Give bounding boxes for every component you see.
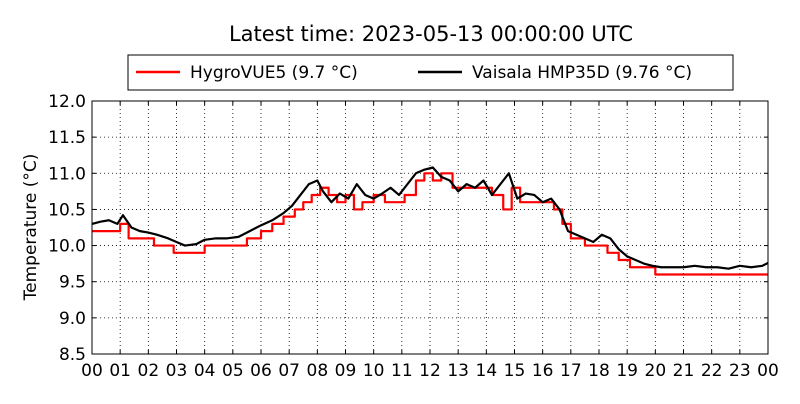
x-tick-label: 08 <box>307 361 329 381</box>
series-line-hygrovue5 <box>92 172 768 276</box>
x-tick-label: 06 <box>250 361 272 381</box>
x-tick-label: 02 <box>138 361 160 381</box>
series-line-vaisala <box>91 166 769 270</box>
x-tick-label: 17 <box>560 361 582 381</box>
x-tick-label: 00 <box>81 361 103 381</box>
x-tick-label: 22 <box>701 361 723 381</box>
y-tick-label: 10.0 <box>48 237 86 257</box>
legend: HygroVUE5 (9.7 °C) Vaisala HMP35D (9.76 … <box>127 54 734 91</box>
x-tick-label: 00 <box>757 361 779 381</box>
y-tick-label: 8.5 <box>59 345 86 365</box>
x-tick-label: 21 <box>673 361 695 381</box>
y-tick-label: 12.0 <box>48 92 86 112</box>
y-tick-label: 11.5 <box>48 128 86 148</box>
x-tick-label: 13 <box>447 361 469 381</box>
x-tick-label: 10 <box>363 361 385 381</box>
series-layer <box>91 166 769 276</box>
x-tick-label: 14 <box>476 361 498 381</box>
x-tick-label: 18 <box>588 361 610 381</box>
y-tick-label: 11.0 <box>48 164 86 184</box>
legend-label-hygrovue5: HygroVUE5 (9.7 °C) <box>190 63 358 83</box>
x-tick-label: 03 <box>166 361 188 381</box>
x-tick-label: 15 <box>504 361 526 381</box>
y-tick-label: 10.5 <box>48 200 86 220</box>
y-axis: 8.5 9.0 9.5 10.0 10.5 11.0 11.5 12.0 <box>48 92 768 365</box>
x-tick-label: 05 <box>222 361 244 381</box>
legend-label-vaisala: Vaisala HMP35D (9.76 °C) <box>472 63 692 83</box>
x-axis: 00 01 02 03 04 05 06 07 08 09 10 11 12 13 14 15 16 17 18 19… <box>81 101 779 381</box>
y-tick-label: 9.0 <box>59 309 86 329</box>
chart-title: Latest time: 2023-05-13 00:00:00 UTC <box>229 22 633 46</box>
x-tick-label: 20 <box>645 361 667 381</box>
x-tick-label: 07 <box>278 361 300 381</box>
y-axis-label: Temperature (°C) <box>21 154 41 302</box>
x-tick-label: 19 <box>616 361 638 381</box>
x-tick-label: 04 <box>194 361 216 381</box>
x-tick-label: 12 <box>419 361 441 381</box>
x-tick-label: 11 <box>391 361 413 381</box>
x-tick-label: 16 <box>532 361 554 381</box>
x-tick-label: 09 <box>335 361 357 381</box>
y-tick-label: 9.5 <box>59 273 86 293</box>
x-tick-label: 01 <box>109 361 131 381</box>
x-tick-label: 23 <box>729 361 751 381</box>
